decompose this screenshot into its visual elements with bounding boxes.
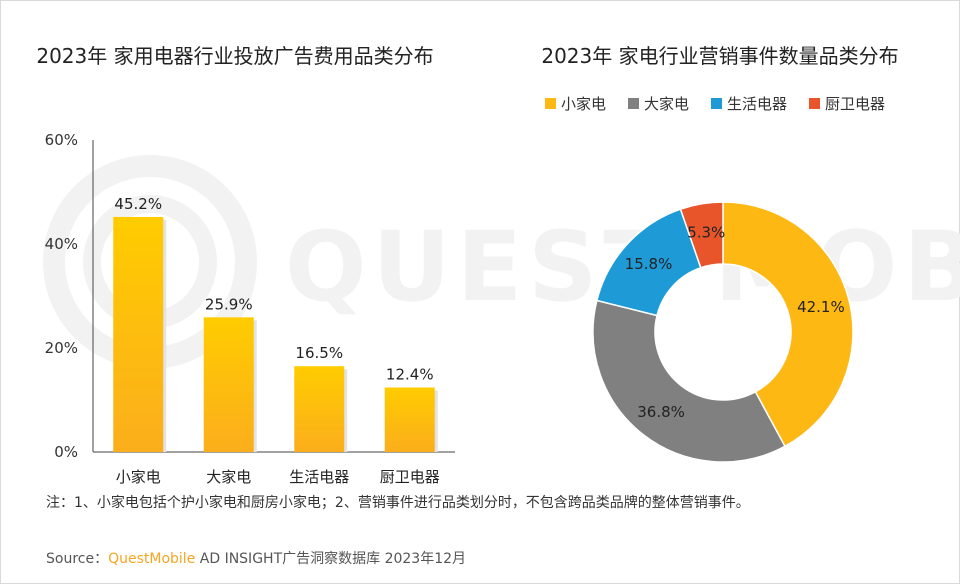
source-line: Source：QuestMobile AD INSIGHT广告洞察数据库 202… <box>46 548 466 568</box>
source-prefix: Source： <box>46 551 109 567</box>
bar <box>203 317 254 452</box>
legend-swatch <box>628 98 640 109</box>
legend-item: 大家电 <box>628 93 689 114</box>
donut-chart-title: 2023年 家电行业营销事件数量品类分布 <box>541 44 899 68</box>
y-tick-label: 20% <box>45 339 78 357</box>
bar <box>294 366 345 452</box>
legend-label: 厨卫电器 <box>825 95 886 113</box>
slice-value-label: 15.8% <box>625 255 673 273</box>
bar-value-label: 45.2% <box>114 195 162 213</box>
donut-legend: 小家电 大家电 生活电器 厨卫电器 <box>545 93 885 114</box>
donut-slice <box>722 201 854 448</box>
footnote: 注：1、小家电包括个护小家电和厨房小家电；2、营销事件进行品类划分时，不包含跨品… <box>46 495 750 511</box>
y-tick-label: 40% <box>45 235 78 253</box>
bar <box>113 216 164 452</box>
y-tick-label: 60% <box>45 131 78 149</box>
legend-item: 厨卫电器 <box>809 93 885 114</box>
legend-swatch <box>809 98 821 109</box>
source-brand: QuestMobile <box>108 551 196 567</box>
x-tick-label: 小家电 <box>116 468 161 486</box>
donut-slice <box>592 299 786 463</box>
legend-label: 小家电 <box>561 95 607 113</box>
bar-value-label: 12.4% <box>386 366 434 384</box>
bar-value-label: 16.5% <box>295 344 343 362</box>
x-tick-label: 生活电器 <box>289 468 349 486</box>
legend-swatch <box>545 98 556 109</box>
slice-value-label: 36.8% <box>637 403 685 421</box>
donut-slice <box>679 201 724 269</box>
x-tick-label: 厨卫电器 <box>380 468 440 486</box>
x-tick-label: 大家电 <box>206 468 251 486</box>
legend-item: 小家电 <box>545 93 606 114</box>
slice-value-label: 5.3% <box>687 223 725 241</box>
bar <box>384 387 435 452</box>
bar-value-label: 25.9% <box>205 295 253 313</box>
legend-label: 生活电器 <box>727 95 788 113</box>
legend-swatch <box>711 98 723 109</box>
bar-chart-title: 2023年 家用电器行业投放广告费用品类分布 <box>36 44 434 68</box>
legend-item: 生活电器 <box>711 93 787 114</box>
y-tick-label: 0% <box>54 443 78 461</box>
slice-value-label: 42.1% <box>797 298 845 316</box>
legend-label: 大家电 <box>644 95 690 113</box>
source-rest: AD INSIGHT广告洞察数据库 2023年12月 <box>195 551 467 567</box>
